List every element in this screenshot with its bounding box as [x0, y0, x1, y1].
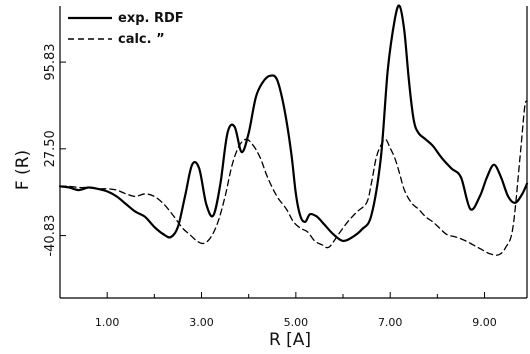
y-axis-title: F (R) [13, 150, 33, 190]
x-axis-title: R [A] [269, 330, 311, 349]
axes: 1.00 3.00 5.00 7.00 9.00 -40.83 27.50 95.83 [43, 6, 528, 329]
x-tick-label: 5.00 [284, 316, 309, 329]
y-tick-label: -40.83 [43, 215, 58, 257]
y-tick-label: 27.50 [43, 130, 58, 167]
series-group [58, 4, 529, 256]
series-line-calc [59, 100, 528, 256]
legend-label-calc: calc. ” [118, 32, 165, 47]
y-tick-label: 95.83 [43, 43, 58, 80]
series-line-exp-rdf [58, 4, 529, 243]
x-tick-label: 3.00 [189, 316, 214, 329]
legend: exp. RDF calc. ” [68, 11, 184, 47]
x-tick-label: 7.00 [378, 316, 403, 329]
x-tick-label: 1.00 [95, 316, 120, 329]
legend-label-exp-rdf: exp. RDF [118, 11, 184, 26]
x-tick-label: 9.00 [472, 316, 497, 329]
